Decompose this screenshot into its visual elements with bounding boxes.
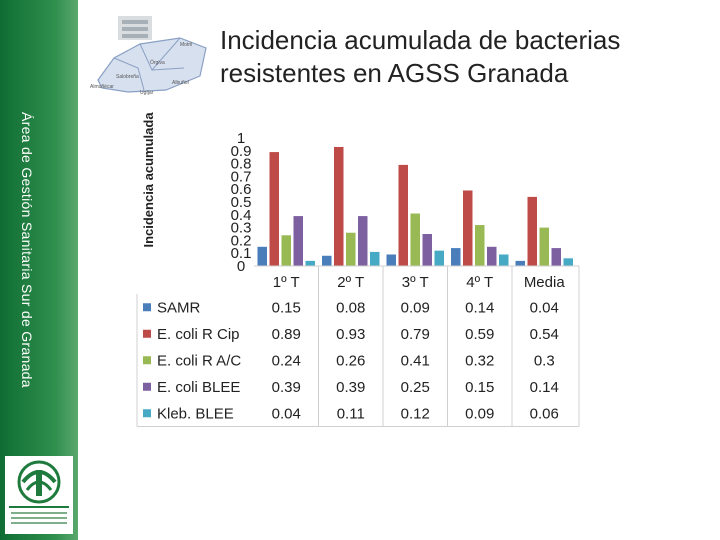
x-category-label: 1º T [273,274,300,291]
legend-series-name: E. coli R A/C [157,352,241,369]
legend-series-name: E. coli BLEE [157,379,240,396]
data-label: 0.89 [272,326,301,343]
legend-swatch [143,329,151,338]
data-label: 0.15 [465,379,494,396]
y-tick-label: 1 [237,130,245,147]
data-label: 0.32 [465,352,494,369]
bar [475,225,485,266]
bar [386,254,396,266]
bar [499,254,509,266]
data-label: 0.14 [530,379,559,396]
bar [269,152,279,266]
bar [398,164,408,266]
bar [293,216,303,266]
y-axis-label: Incidencia acumulada [141,112,156,248]
y-tick-label: 0.5 [231,194,252,211]
bar [305,260,315,266]
bar [487,246,497,266]
bar [515,260,525,266]
bar [434,250,444,266]
bar [334,146,344,266]
data-label: 0.39 [272,379,301,396]
x-category-label: 3º T [402,274,429,291]
data-label: 0.25 [401,379,430,396]
legend-swatch [143,356,151,365]
map-label-motril: Motril [180,42,192,48]
map-label-salobrena: Salobreña [116,74,139,80]
data-label: 0.08 [336,299,365,316]
data-label: 0.26 [336,352,365,369]
bar [527,196,537,266]
data-label: 0.06 [530,405,559,422]
sidebar-area-label: Área de Gestión Sanitaria Sur de Granada [19,112,35,388]
data-label: 0.15 [272,299,301,316]
data-label: 0.79 [401,326,430,343]
slide-title-line1: Incidencia acumulada de bacterias [220,25,621,55]
legend-series-name: SAMR [157,299,201,316]
bar [370,251,380,266]
slide-title: Incidencia acumulada de bacterias resist… [220,24,700,90]
x-category-label: 2º T [337,274,364,291]
y-tick-label: 0.1 [231,245,252,262]
bar-chart: Incidencia acumulada 10.90.80.70.60.50.4… [136,112,580,427]
bar [463,190,473,266]
bar [410,213,420,266]
junta-logo-icon [9,460,69,524]
data-label: 0.11 [337,405,365,422]
legend-swatch [143,382,151,391]
area-map-icon: Motril Órgiva Salobreña Almuñécar Albuño… [88,14,212,98]
map-label-albunol: Albuñol [172,80,189,86]
data-label: 0.59 [465,326,494,343]
legend-swatch [143,303,151,312]
data-label: 0.04 [272,405,301,422]
sidebar: Área de Gestión Sanitaria Sur de Granada [0,0,78,540]
bar [281,235,291,266]
data-label: 0.39 [336,379,365,396]
x-category-label: Media [524,274,566,291]
bar [422,234,432,266]
bar [563,258,573,266]
y-tick-label: 0.7 [231,168,252,185]
bar [322,255,332,266]
y-tick-label: 0.3 [231,220,252,237]
junta-logo [5,456,73,534]
data-label: 0.14 [465,299,494,316]
map-label-almunecar: Almuñécar [90,84,114,90]
bar [346,232,356,266]
y-tick-label: 0 [237,258,245,275]
data-label: 0.12 [401,405,430,422]
bar [358,216,368,266]
bar [451,248,461,266]
bar [551,248,561,266]
x-category-label: 4º T [466,274,493,291]
map-label-orgiva: Órgiva [150,59,165,66]
map-label-ugijar: Ugíjar [140,90,154,96]
data-label: 0.54 [530,326,559,343]
sidebar-text: Área de Gestión Sanitaria Sur de Granada [13,112,35,388]
data-label: 0.09 [401,299,430,316]
legend-swatch [143,409,151,418]
y-tick-label: 0.2 [231,232,252,249]
data-label: 0.3 [534,352,555,369]
data-label: 0.41 [401,352,430,369]
y-tick-label: 0.4 [231,207,252,224]
y-tick-label: 0.6 [231,181,252,198]
data-label: 0.09 [465,405,494,422]
data-label: 0.93 [336,326,365,343]
legend-series-name: E. coli R Cip [157,326,240,343]
bar [257,246,267,266]
data-label: 0.24 [272,352,301,369]
data-label: 0.04 [530,299,559,316]
bar [539,227,549,266]
y-tick-label: 0.8 [231,156,252,173]
legend-series-name: Kleb. BLEE [157,405,234,422]
slide-title-line2: resistentes en AGSS Granada [220,58,569,88]
y-tick-label: 0.9 [231,143,252,160]
